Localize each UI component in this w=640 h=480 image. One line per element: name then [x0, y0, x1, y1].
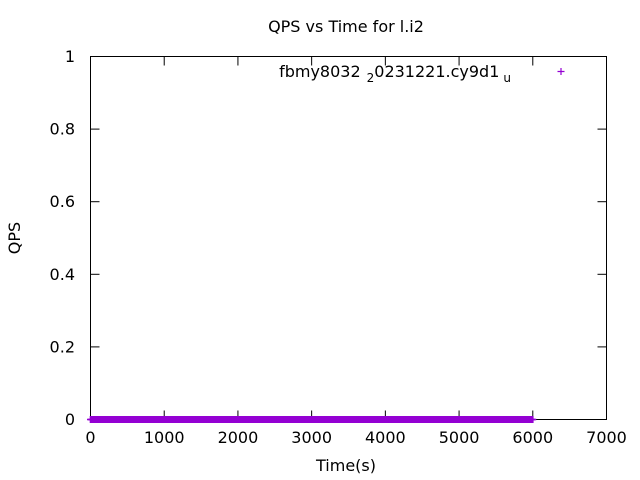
chart-title: QPS vs Time for l.i2 [268, 17, 424, 36]
legend-label-part-1: fbmy8032 [279, 62, 361, 81]
y-tick-label: 1 [65, 47, 75, 66]
x-tick-label: 2000 [218, 428, 259, 447]
legend-label-part-2: 0231221.cy9d1 [374, 62, 499, 81]
legend: fbmy8032 20231221.cy9d1 u [279, 62, 565, 85]
y-tick-label: 0.6 [50, 192, 75, 211]
y-axis: 0 0.2 0.4 0.6 0.8 1 [50, 47, 607, 429]
x-axis-label: Time(s) [315, 456, 376, 475]
legend-label-sub-1: 2 [367, 71, 375, 85]
legend-plus-icon [557, 68, 565, 75]
x-tick-label: 3000 [291, 428, 332, 447]
x-tick-label: 1000 [144, 428, 185, 447]
x-tick-label: 7000 [586, 428, 627, 447]
x-axis: 0 1000 2000 3000 4000 5000 6000 7000 [85, 56, 627, 447]
y-tick-label: 0.4 [50, 265, 75, 284]
y-tick-label: 0 [65, 410, 75, 429]
y-axis-label: QPS [5, 222, 24, 254]
series-fbmy8032-points [87, 416, 537, 423]
x-tick-label: 5000 [439, 428, 480, 447]
y-tick-label: 0.8 [50, 120, 75, 139]
y-tick-label: 0.2 [50, 337, 75, 356]
data-point [529, 416, 537, 423]
legend-label: fbmy8032 20231221.cy9d1 u [279, 62, 511, 85]
legend-label-sub-2: u [503, 71, 511, 85]
legend-plus-marker [557, 68, 565, 75]
x-tick-label: 4000 [365, 428, 406, 447]
x-tick-label: 0 [85, 428, 95, 447]
x-tick-label: 6000 [512, 428, 553, 447]
